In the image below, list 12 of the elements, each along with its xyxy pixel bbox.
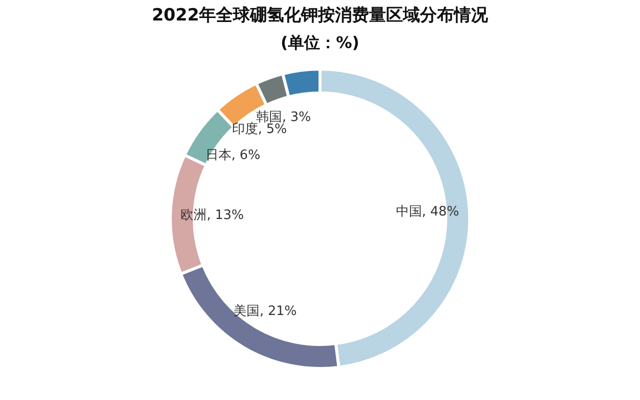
data-label: , 13% <box>206 208 244 223</box>
data-label: , 3% <box>282 110 311 125</box>
data-label: , 6% <box>231 148 260 163</box>
chart-subtitle: (单位：%) <box>280 33 360 52</box>
data-label: , 21% <box>260 304 297 319</box>
slice-label: 印度 <box>232 121 258 138</box>
slice-label: 中国 <box>396 204 422 220</box>
slice-label: 美国 <box>234 302 260 319</box>
data-label: , 48% <box>422 204 460 220</box>
slice-label: 韩国 <box>256 110 282 125</box>
chart-title: 2022年全球硼氢化钾按消费量区域分布情况 <box>152 6 490 26</box>
data-label: , 5% <box>258 122 287 138</box>
